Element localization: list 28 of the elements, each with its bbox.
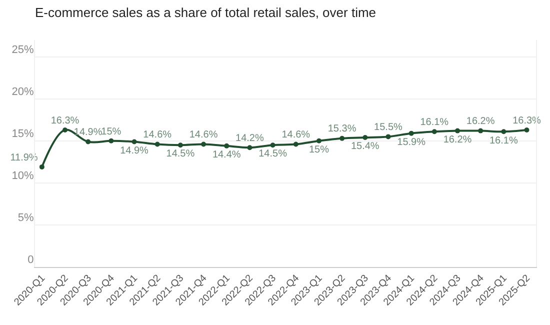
chart-title: E-commerce sales as a share of total retail sales, over time: [35, 5, 376, 20]
data-label: 15.3%: [328, 124, 356, 135]
data-label: 14.9%: [120, 145, 149, 156]
data-label: 14.9%: [74, 127, 102, 138]
data-label: 14.6%: [189, 130, 218, 141]
data-label: 16.3%: [512, 115, 542, 126]
y-tick-label: 0: [28, 254, 34, 266]
data-label: 16.1%: [490, 135, 518, 146]
data-label: 15%: [101, 126, 122, 138]
data-label: 15.4%: [350, 141, 380, 152]
data-label: 15%: [308, 144, 330, 156]
data-label: 14.4%: [212, 150, 241, 161]
data-label: 16.1%: [420, 117, 449, 128]
data-label: 15.5%: [374, 122, 403, 134]
data-label: 16.2%: [443, 134, 472, 146]
data-label: 14.6%: [282, 130, 310, 141]
data-label: 16.2%: [466, 116, 495, 128]
y-tick-label: 10%: [12, 170, 34, 182]
y-tick-label: 15%: [12, 128, 34, 140]
data-label: 14.5%: [258, 148, 288, 160]
data-label: 14.5%: [166, 148, 195, 160]
data-label: 15.9%: [397, 136, 426, 148]
data-label: 14.2%: [236, 132, 264, 144]
data-label: 14.6%: [143, 130, 172, 141]
data-label: 16.3%: [50, 115, 80, 126]
y-tick-label: 5%: [18, 212, 34, 224]
y-tick-label: 20%: [12, 86, 34, 98]
y-tick-label: 25%: [12, 44, 34, 56]
